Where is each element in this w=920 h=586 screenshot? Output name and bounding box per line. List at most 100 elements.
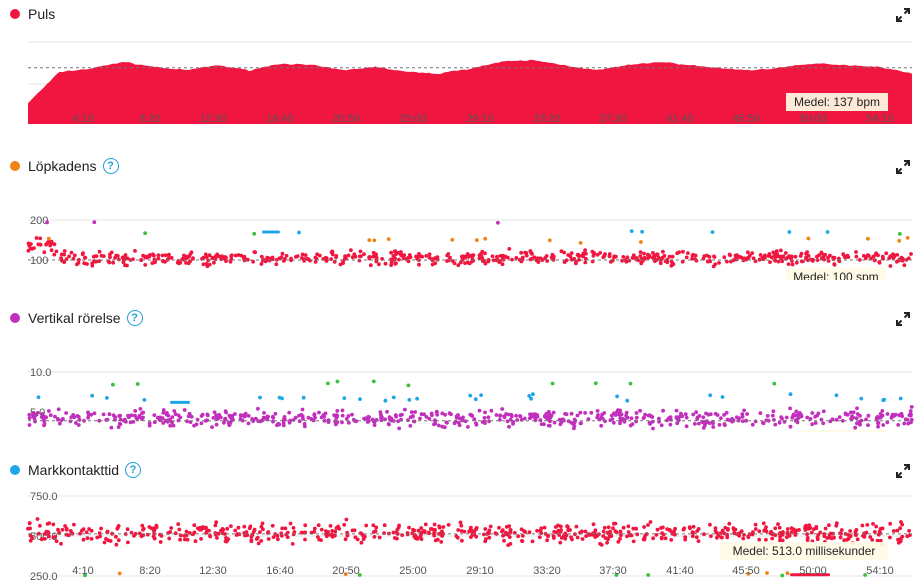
data-point (433, 538, 438, 543)
data-point (774, 249, 779, 253)
data-point (246, 421, 251, 426)
data-point (694, 410, 699, 415)
data-point (853, 529, 858, 534)
data-point (626, 524, 631, 529)
vertical-chart[interactable]: 10.05.00.04:108:2012:3016:4020:5025:0029… (0, 336, 920, 432)
data-point (276, 537, 280, 542)
data-point (254, 416, 258, 421)
data-point (372, 535, 377, 539)
data-point (319, 415, 324, 420)
data-point (42, 250, 47, 255)
data-point (74, 421, 78, 425)
data-point (651, 251, 655, 255)
data-point (866, 253, 871, 258)
data-point (258, 395, 262, 400)
data-point (694, 535, 699, 540)
data-point (477, 256, 482, 261)
x-tick-label: 54:10 (866, 113, 894, 125)
data-point (881, 398, 886, 403)
data-point (642, 251, 646, 256)
data-point (787, 230, 792, 234)
data-point (564, 258, 569, 263)
data-point (133, 249, 137, 253)
data-point (825, 230, 830, 234)
data-point (616, 540, 621, 544)
data-point (483, 236, 488, 241)
data-point (725, 535, 730, 540)
data-point (285, 535, 290, 540)
data-point (713, 411, 718, 416)
ground-contact-panel: Markkontakttid ? 750.0 500.0 250.0 4:10 8:20… (0, 460, 920, 586)
data-point (799, 251, 804, 256)
data-point (313, 260, 318, 264)
data-point (56, 527, 60, 532)
cadence-chart[interactable]: 20010004:108:2012:3016:4020:5025:0029:10… (0, 184, 920, 280)
data-point (463, 261, 467, 265)
data-point (342, 257, 347, 261)
data-point (214, 422, 219, 427)
expand-icon[interactable] (896, 464, 910, 478)
data-point (895, 528, 900, 533)
data-point (668, 422, 673, 427)
data-point (779, 254, 784, 259)
data-point (295, 254, 300, 258)
help-icon[interactable]: ? (125, 462, 142, 478)
data-point (270, 523, 275, 528)
data-point (303, 530, 308, 535)
help-icon[interactable]: ? (126, 310, 143, 326)
data-point (432, 422, 436, 427)
data-point (403, 407, 407, 412)
expand-icon[interactable] (896, 8, 910, 22)
data-point (654, 258, 659, 262)
data-point (580, 537, 585, 541)
data-point (871, 522, 875, 526)
data-point (316, 523, 321, 528)
gct-chart[interactable]: 750.0 500.0 250.0 4:10 8:20 12:30 16:40 20:50 25… (0, 488, 920, 586)
data-point (538, 418, 543, 423)
data-point (204, 262, 209, 266)
data-point (101, 254, 106, 258)
data-point (220, 531, 225, 536)
data-point (383, 261, 388, 266)
data-point (509, 412, 514, 417)
data-point (821, 421, 826, 426)
data-point (394, 414, 398, 419)
data-point (789, 254, 794, 259)
data-point (838, 531, 842, 536)
data-point (888, 535, 892, 540)
help-icon[interactable]: ? (102, 158, 119, 174)
data-point (613, 521, 618, 526)
data-point (138, 407, 143, 411)
data-point (737, 533, 742, 538)
data-point (63, 524, 67, 528)
data-point (371, 419, 376, 424)
data-point (383, 398, 388, 403)
expand-icon[interactable] (896, 312, 910, 326)
data-point (111, 260, 115, 265)
data-point (559, 249, 564, 254)
data-point (821, 409, 826, 414)
data-point (897, 238, 902, 243)
data-point (281, 418, 286, 422)
expand-icon[interactable] (896, 160, 910, 174)
data-point (86, 415, 90, 420)
data-point (758, 253, 763, 257)
data-point (638, 254, 643, 258)
data-point (589, 410, 594, 415)
data-point (840, 418, 845, 423)
vertical-oscillation-panel: Vertikal rörelse ? 10.05.00.04:108:2012:… (0, 308, 920, 432)
data-point (284, 253, 289, 258)
data-point (559, 536, 564, 540)
data-point (612, 254, 617, 259)
data-point (319, 538, 323, 542)
data-point (790, 262, 795, 267)
data-point (335, 379, 340, 384)
data-point (72, 253, 77, 258)
data-point (866, 413, 871, 418)
data-point (745, 412, 749, 416)
x-tick-label: 16:40 (266, 565, 294, 577)
data-point (273, 411, 278, 416)
data-point (192, 523, 197, 528)
data-point (747, 253, 752, 258)
heart-rate-chart[interactable]: 4:10 8:20 12:30 16:40 20:50 25:00 29:10 33:20 37… (0, 40, 920, 126)
